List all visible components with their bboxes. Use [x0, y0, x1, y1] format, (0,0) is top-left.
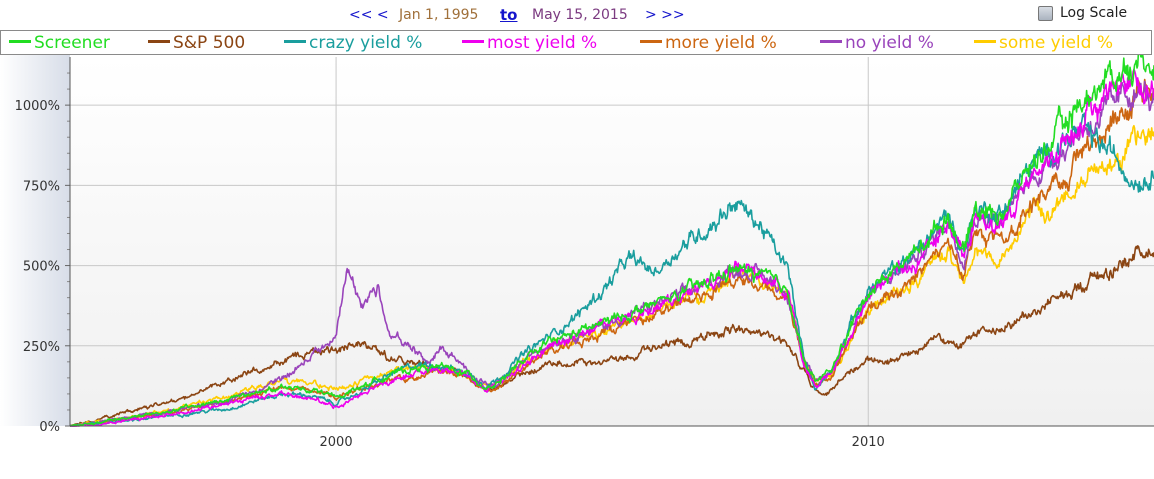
legend-label: S&P 500 [173, 33, 246, 53]
to-link[interactable]: to [500, 6, 518, 24]
y-tick-label: 0% [39, 420, 60, 435]
series-some-yield [70, 124, 1154, 427]
y-tick-label: 750% [23, 179, 60, 194]
nav-prev-button[interactable]: << < [349, 7, 389, 23]
nav-next-button[interactable]: > >> [645, 7, 685, 23]
legend-item-no-yield[interactable]: no yield % [820, 32, 934, 54]
line-chart: 0% 250% 500% 750% 1000% 2000 2010 [0, 55, 1154, 450]
log-scale-toggle[interactable]: Log Scale [1038, 5, 1127, 21]
date-range-bar: << < Jan 1, 1995 to May 15, 2015 > >> Lo… [0, 0, 1154, 30]
legend-item-some-yield[interactable]: some yield % [974, 32, 1113, 54]
legend-swatch [9, 39, 31, 43]
x-tick-label: 2010 [852, 435, 885, 450]
legend-label: Screener [34, 33, 110, 53]
y-tick-label: 250% [23, 340, 60, 355]
legend-label: crazy yield % [309, 33, 423, 53]
legend-item-screener[interactable]: Screener [9, 32, 110, 54]
legend-swatch [640, 39, 662, 43]
y-tick-label: 500% [23, 260, 60, 275]
legend-label: most yield % [487, 33, 598, 53]
x-tick-label: 2000 [320, 435, 353, 450]
legend-swatch [462, 39, 484, 43]
legend-label: more yield % [665, 33, 777, 53]
legend-item-crazy-yield[interactable]: crazy yield % [284, 32, 422, 54]
end-date[interactable]: May 15, 2015 [532, 7, 628, 23]
legend-label: some yield % [999, 33, 1113, 53]
log-scale-checkbox[interactable] [1038, 5, 1053, 21]
legend-swatch [284, 39, 306, 43]
legend-item-s-p-500[interactable]: S&P 500 [148, 32, 245, 54]
plot-area [70, 57, 1154, 426]
y-tick-label: 1000% [15, 99, 60, 114]
series-more-yield [70, 78, 1154, 427]
log-scale-label: Log Scale [1060, 5, 1128, 21]
series-screener [69, 55, 1154, 427]
legend-item-most-yield[interactable]: most yield % [462, 32, 597, 54]
start-date[interactable]: Jan 1, 1995 [399, 7, 479, 23]
legend-swatch [974, 39, 996, 43]
series-s-p-500 [70, 245, 1154, 427]
legend-swatch [148, 39, 170, 43]
legend-swatch [820, 39, 842, 43]
y-axis-panel [0, 55, 70, 426]
chart-legend: Screener S&P 500 crazy yield % most yield %… [0, 30, 1152, 55]
legend-label: no yield % [845, 33, 934, 53]
legend-item-more-yield[interactable]: more yield % [640, 32, 777, 54]
